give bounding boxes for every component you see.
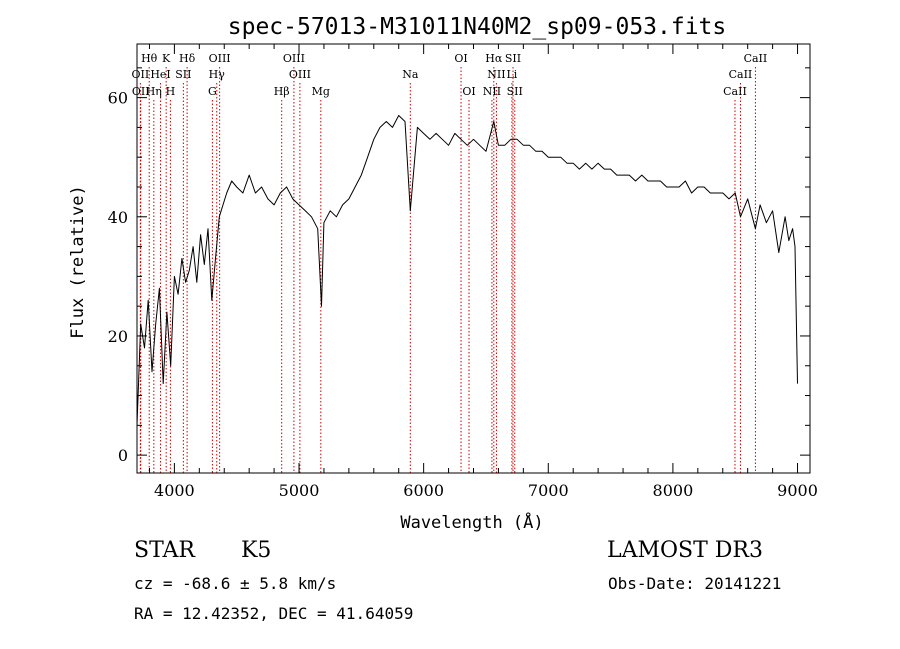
spectral-line-label: OIII — [283, 52, 305, 65]
x-tick-label: 9000 — [777, 481, 818, 500]
spectral-line-label: Na — [402, 68, 419, 81]
spectral-line-label: CaII — [729, 68, 753, 81]
y-tick-label: 20 — [108, 327, 128, 346]
spectral-line-label: Hβ — [274, 85, 290, 98]
plot-frame — [136, 43, 811, 474]
y-axis-label: Flux (relative) — [68, 185, 88, 339]
spectral-line-label: SII — [505, 52, 521, 65]
spectral-subclass: K5 — [241, 538, 272, 563]
spectral-line-label: OII — [132, 85, 150, 98]
spectral-line-label: NII — [487, 68, 505, 81]
flux-series — [136, 115, 798, 426]
x-tick-label: 5000 — [279, 481, 320, 500]
spectral-line-label: OIII — [209, 52, 231, 65]
spectral-line-label: K — [162, 52, 171, 65]
x-axis-label: Wavelength (Å) — [400, 511, 543, 533]
chart-title: spec-57013-M31011N40M2_sp09-053.fits — [228, 14, 727, 40]
y-tick-label: 40 — [108, 208, 128, 227]
spectral-line-markers — [139, 67, 756, 473]
spectral-line-label: Hγ — [209, 68, 226, 81]
spectral-line-label: NII — [483, 85, 501, 98]
spectral-line-label: G — [208, 85, 217, 98]
flux-line — [136, 115, 798, 426]
spectral-line-label: OI — [454, 52, 467, 65]
spectral-line-label: OII — [132, 68, 150, 81]
observation-date: Obs-Date: 20141221 — [608, 574, 782, 593]
spectral-line-label: Hδ — [179, 52, 196, 65]
spectral-line-label: Hη — [146, 85, 162, 98]
spectral-line-label: Hθ — [141, 52, 158, 65]
spectral-line-label: CaII — [723, 85, 747, 98]
x-tick-label: 4000 — [154, 481, 195, 500]
spectral-line-label: Mg — [312, 85, 330, 98]
spectral-line-label: SII — [175, 68, 191, 81]
spectral-line-label: CaII — [744, 52, 768, 65]
redshift-cz: cz = -68.6 ± 5.8 km/s — [134, 574, 337, 593]
ra-dec-coordinates: RA = 12.42352, DEC = 41.64059 — [134, 604, 414, 623]
spectral-line-label: OI — [462, 85, 475, 98]
spectral-line-label: Li — [506, 68, 517, 81]
spectral-line-label: HeI — [150, 68, 170, 81]
spectral-line-label: H — [166, 85, 176, 98]
object-class: STAR — [134, 538, 195, 563]
survey-name: LAMOST DR3 — [607, 538, 763, 563]
spectral-line-label: SII — [507, 85, 523, 98]
y-tick-label: 0 — [118, 446, 128, 465]
spectral-line-label: OIII — [289, 68, 311, 81]
x-tick-label: 7000 — [528, 481, 569, 500]
spectral-line-label: Hα — [485, 52, 503, 65]
y-tick-label: 60 — [108, 89, 128, 108]
x-tick-label: 6000 — [403, 481, 444, 500]
x-tick-label: 8000 — [653, 481, 694, 500]
tick-labels: 4000 5000 6000 7000 8000 9000 0 20 40 60 — [108, 89, 818, 500]
plot-axes — [136, 43, 811, 474]
